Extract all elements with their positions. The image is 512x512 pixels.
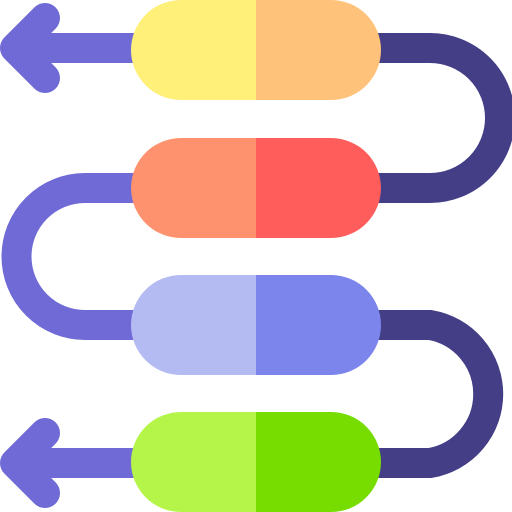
pill-3 <box>131 275 381 375</box>
pill-1-left-half <box>131 0 256 100</box>
connector-right-bottom <box>378 310 504 478</box>
pill-1 <box>131 0 381 100</box>
connector-right-top <box>378 33 512 203</box>
pill-3-right-half <box>256 275 381 375</box>
pill-2-left-half <box>131 138 256 238</box>
pill-stack <box>131 0 381 512</box>
pill-1-right-half <box>256 0 381 100</box>
pill-2 <box>131 138 381 238</box>
pill-4 <box>131 412 381 512</box>
pill-4-right-half <box>256 412 381 512</box>
arrow-left-icon <box>0 418 134 508</box>
connector-left-middle <box>1 173 134 340</box>
pill-2-right-half <box>256 138 381 238</box>
pill-4-left-half <box>131 412 256 512</box>
arrow-left-icon <box>0 3 134 93</box>
pill-3-left-half <box>131 275 256 375</box>
